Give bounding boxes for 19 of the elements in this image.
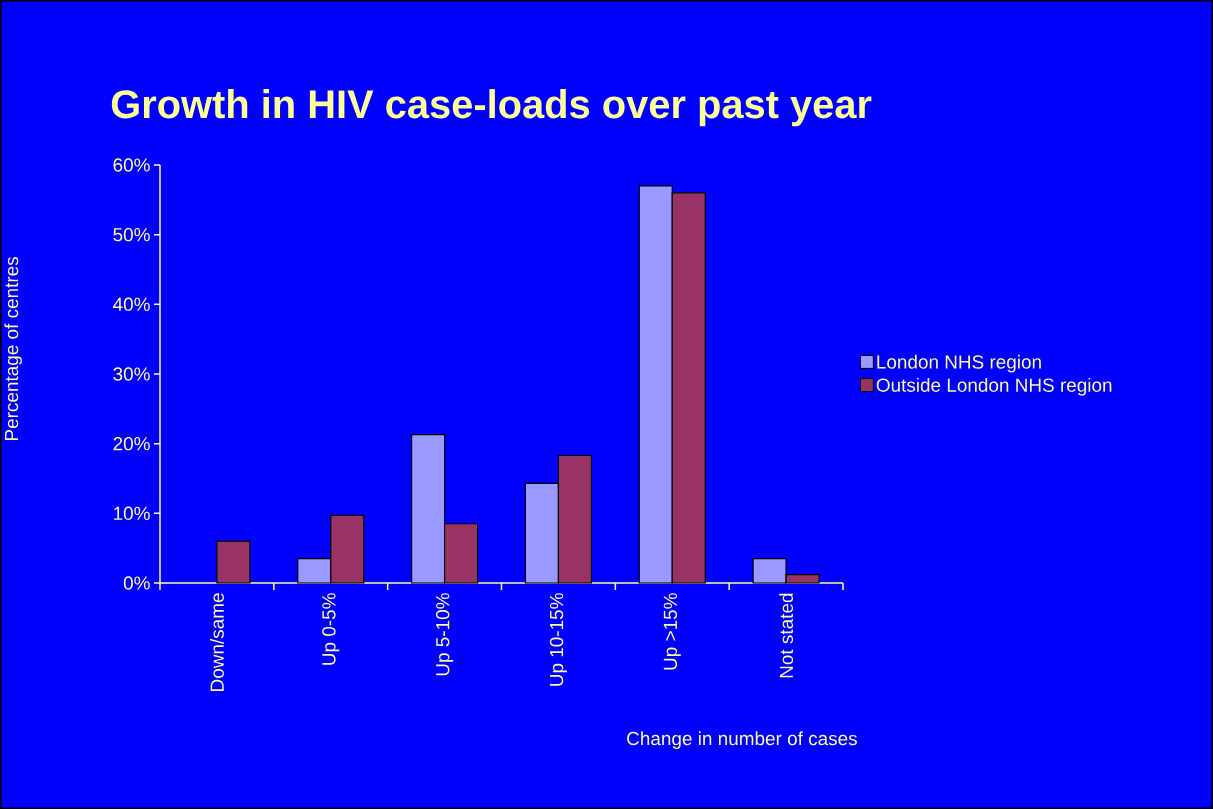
y-axis-title: Percentage of centres: [4, 257, 22, 440]
y-tick-label: 60%: [113, 158, 150, 172]
legend-label: Outside London NHS region: [876, 377, 1112, 396]
y-tick-label: 10%: [114, 506, 150, 521]
x-tick-label: Not stated: [779, 593, 794, 678]
y-tick-label: 20%: [113, 436, 150, 451]
y-tick-label: 40%: [113, 297, 150, 312]
x-tick-label: Up 5-10%: [436, 593, 454, 676]
x-tick-label: Up 0-5%: [322, 593, 340, 665]
y-tick-label: 50%: [113, 227, 150, 242]
x-axis-title: Change in number of cases: [627, 731, 857, 749]
chart-title: Growth in HIV case-loads over past year: [111, 89, 872, 127]
y-tick-label: 0%: [123, 576, 150, 590]
x-tick-label: Down/same: [209, 593, 224, 691]
bar: [216, 540, 251, 584]
legend-label: London NHS region: [877, 354, 1041, 373]
x-tick-label: Up 10-15%: [549, 593, 567, 686]
y-tick-label: 30%: [113, 367, 150, 381]
x-tick-label: Up >15%: [663, 593, 681, 670]
